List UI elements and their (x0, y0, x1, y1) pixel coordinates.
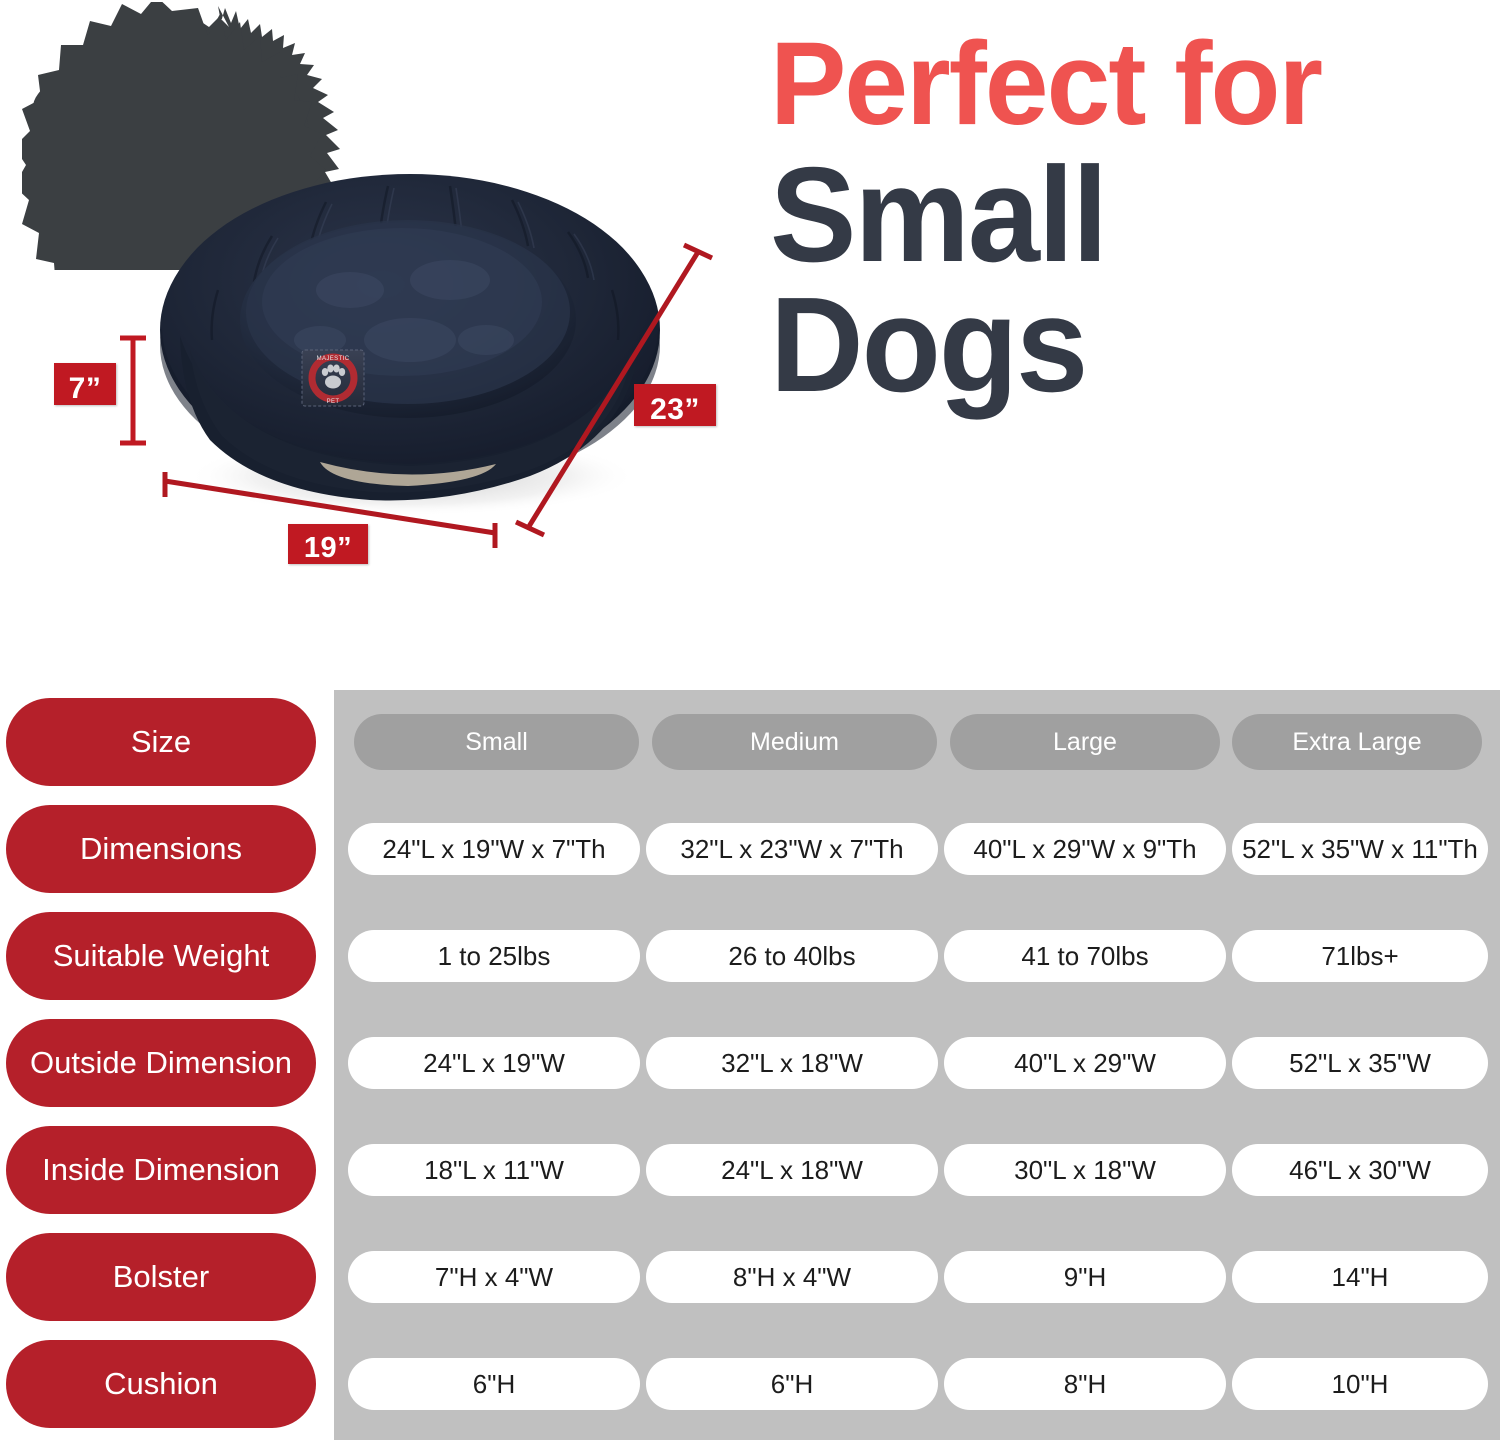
cell-dimensions-medium: 32"L x 23"W x 7"Th (646, 823, 938, 875)
headline-block: Perfect for Small Dogs (770, 18, 1485, 420)
column-header-medium: Medium (652, 714, 937, 770)
cell-weight-small: 1 to 25lbs (348, 930, 640, 982)
column-header-extra-large: Extra Large (1232, 714, 1482, 770)
row-label-bolster: Bolster (6, 1233, 316, 1321)
callout-height-7in: 7” (54, 363, 116, 405)
row-label-inside-dimension: Inside Dimension (6, 1126, 316, 1214)
specification-table: Size Dimensions Suitable Weight Outside … (0, 690, 1500, 1448)
dimension-leader-lines (120, 242, 714, 548)
cell-outside-extra-large: 52"L x 35"W (1232, 1037, 1488, 1089)
column-header-small: Small (354, 714, 639, 770)
svg-text:PET: PET (327, 399, 340, 405)
cell-dimensions-large: 40"L x 29"W x 9"Th (944, 823, 1226, 875)
table-row-dimensions: 24"L x 19"W x 7"Th 32"L x 23"W x 7"Th 40… (334, 823, 1500, 879)
hero-banner: MAJESTIC PET 7” 19” 23” Perfect for Smal… (0, 0, 1500, 672)
cell-cushion-small: 6"H (348, 1358, 640, 1410)
column-header-large: Large (950, 714, 1220, 770)
callout-width-19in: 19” (288, 524, 368, 564)
row-label-column: Size Dimensions Suitable Weight Outside … (0, 690, 330, 1440)
table-header-row: Small Medium Large Extra Large (334, 714, 1500, 770)
cell-dimensions-small: 24"L x 19"W x 7"Th (348, 823, 640, 875)
cell-inside-small: 18"L x 11"W (348, 1144, 640, 1196)
table-row-cushion: 6"H 6"H 8"H 10"H (334, 1358, 1500, 1414)
cell-weight-medium: 26 to 40lbs (646, 930, 938, 982)
cell-outside-small: 24"L x 19"W (348, 1037, 640, 1089)
headline-line-2: Small (770, 138, 1108, 290)
table-row-suitable-weight: 1 to 25lbs 26 to 40lbs 41 to 70lbs 71lbs… (334, 930, 1500, 986)
cell-bolster-medium: 8"H x 4"W (646, 1251, 938, 1303)
table-row-outside-dimension: 24"L x 19"W 32"L x 18"W 40"L x 29"W 52"L… (334, 1037, 1500, 1093)
row-label-cushion: Cushion (6, 1340, 316, 1428)
cell-outside-large: 40"L x 29"W (944, 1037, 1226, 1089)
table-row-bolster: 7"H x 4"W 8"H x 4"W 9"H 14"H (334, 1251, 1500, 1307)
svg-text:MAJESTIC: MAJESTIC (317, 356, 350, 362)
row-label-suitable-weight: Suitable Weight (6, 912, 316, 1000)
row-label-size: Size (6, 698, 316, 786)
cell-cushion-large: 8"H (944, 1358, 1226, 1410)
cell-bolster-small: 7"H x 4"W (348, 1251, 640, 1303)
cell-weight-extra-large: 71lbs+ (1232, 930, 1488, 982)
cell-bolster-extra-large: 14"H (1232, 1251, 1488, 1303)
cell-cushion-medium: 6"H (646, 1358, 938, 1410)
cell-outside-medium: 32"L x 18"W (646, 1037, 938, 1089)
cell-cushion-extra-large: 10"H (1232, 1358, 1488, 1410)
row-label-outside-dimension: Outside Dimension (6, 1019, 316, 1107)
cell-weight-large: 41 to 70lbs (944, 930, 1226, 982)
headline-line-1: Perfect for (770, 18, 1323, 150)
callout-length-23in: 23” (634, 384, 716, 426)
cell-bolster-large: 9"H (944, 1251, 1226, 1303)
cell-dimensions-extra-large: 52"L x 35"W x 11"Th (1232, 823, 1488, 875)
headline-line-3: Dogs (770, 268, 1088, 420)
dog-bed-product-image: MAJESTIC PET (160, 174, 660, 516)
cell-inside-extra-large: 46"L x 30"W (1232, 1144, 1488, 1196)
table-row-inside-dimension: 18"L x 11"W 24"L x 18"W 30"L x 18"W 46"L… (334, 1144, 1500, 1200)
cell-inside-medium: 24"L x 18"W (646, 1144, 938, 1196)
cell-inside-large: 30"L x 18"W (944, 1144, 1226, 1196)
row-label-dimensions: Dimensions (6, 805, 316, 893)
dog-silhouette-icon (22, 2, 340, 270)
